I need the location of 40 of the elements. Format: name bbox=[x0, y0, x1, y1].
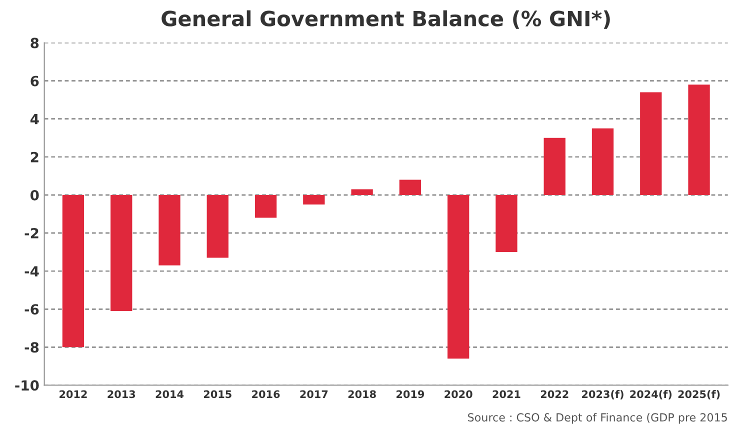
bar bbox=[544, 138, 566, 195]
bar bbox=[399, 180, 422, 195]
bar bbox=[206, 194, 228, 258]
y-tick-label: -10 bbox=[15, 380, 39, 391]
x-tick-label: 2017 bbox=[300, 390, 328, 398]
x-tick-label: 2019 bbox=[396, 390, 424, 398]
chart-title: General Government Balance (% GNI*) bbox=[162, 10, 610, 29]
x-tick-label: 2012 bbox=[60, 390, 87, 398]
bar bbox=[640, 92, 662, 195]
y-tick-label: 4 bbox=[30, 114, 39, 124]
y-tick-label: -6 bbox=[24, 304, 39, 315]
y-tick-label: -2 bbox=[24, 228, 38, 238]
x-tick-label: 2023(f) bbox=[582, 390, 624, 400]
source-note: Source : CSO & Dept of Finance (GDP pre 2015 bbox=[468, 412, 727, 424]
y-tick-label: 6 bbox=[30, 76, 39, 86]
x-tick-label: 2018 bbox=[348, 390, 376, 398]
y-tick-label: -4 bbox=[24, 266, 39, 276]
bar bbox=[110, 194, 132, 312]
bar bbox=[158, 194, 180, 266]
x-tick-label: 2024(f) bbox=[630, 390, 672, 400]
bar bbox=[496, 194, 518, 252]
bar bbox=[688, 84, 710, 195]
y-tick-label: 8 bbox=[30, 38, 39, 48]
bar bbox=[62, 194, 84, 348]
bar bbox=[303, 194, 325, 204]
x-tick-label: 2016 bbox=[252, 390, 280, 398]
x-tick-label: 2020 bbox=[444, 390, 472, 398]
bar bbox=[351, 189, 373, 195]
x-tick-label: 2014 bbox=[156, 390, 184, 398]
y-tick-label: -8 bbox=[24, 342, 39, 353]
x-tick-label: 2021 bbox=[492, 390, 520, 398]
x-tick-label: 2015 bbox=[204, 390, 232, 398]
y-tick-label: 0 bbox=[30, 190, 39, 200]
x-tick-label: 2025(f) bbox=[678, 390, 720, 400]
bar bbox=[448, 194, 470, 359]
x-tick-label: 2013 bbox=[108, 390, 136, 398]
y-tick-label: 2 bbox=[30, 152, 38, 162]
bar bbox=[254, 194, 277, 218]
bar bbox=[592, 128, 614, 195]
x-tick-label: 2022 bbox=[540, 390, 568, 398]
